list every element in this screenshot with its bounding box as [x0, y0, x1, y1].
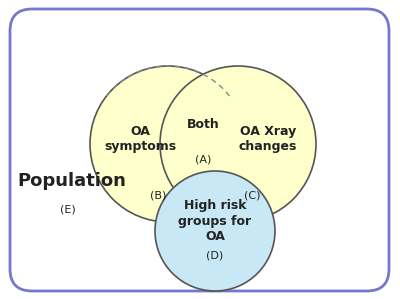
Text: (A): (A): [195, 154, 211, 164]
Text: (C): (C): [244, 191, 260, 201]
Text: OA Xray
changes: OA Xray changes: [239, 125, 297, 153]
Text: High risk
groups for
OA: High risk groups for OA: [178, 199, 252, 242]
Circle shape: [155, 171, 275, 291]
Circle shape: [160, 66, 316, 222]
Text: Both: Both: [187, 118, 219, 130]
Text: (E): (E): [60, 204, 76, 214]
Text: OA
symptoms: OA symptoms: [104, 125, 176, 153]
Text: (B): (B): [150, 191, 166, 201]
Text: Population: Population: [18, 172, 126, 190]
Circle shape: [90, 66, 246, 222]
FancyBboxPatch shape: [10, 9, 389, 291]
Text: (D): (D): [206, 251, 224, 261]
